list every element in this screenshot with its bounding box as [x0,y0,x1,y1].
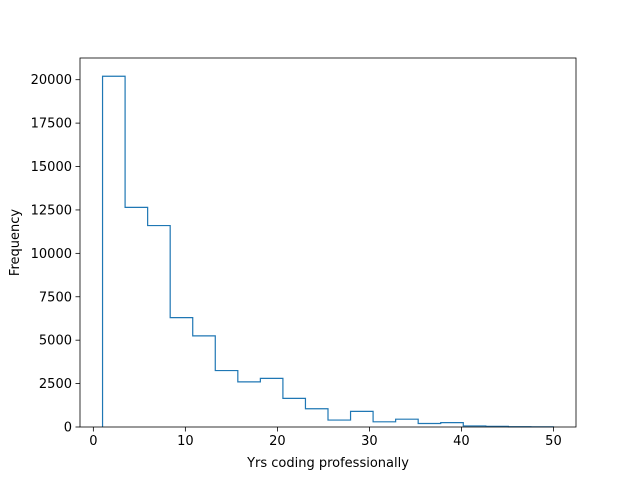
y-tick-label: 5000 [39,334,72,349]
y-tick-label: 0 [64,421,72,436]
x-tick-label: 10 [177,434,194,449]
x-tick-label: 30 [361,434,378,449]
y-axis-ticks: 0 2500 5000 7500 10000 12500 15000 17500 20000 [31,73,80,436]
y-tick-label: 12500 [31,203,72,218]
y-tick-label: 17500 [31,117,72,132]
histogram-step-outline [101,75,555,428]
y-tick-label: 15000 [31,160,72,175]
x-axis-ticks: 0 10 20 30 40 50 [89,427,562,449]
plot-frame [79,57,577,428]
x-tick-label: 20 [269,434,286,449]
x-tick-label: 50 [545,434,562,449]
x-axis-label: Yrs coding professionally [246,456,409,471]
y-tick-label: 2500 [39,377,72,392]
y-axis-label: Frequency [8,209,23,276]
plot-area [80,58,576,427]
x-tick-label: 0 [89,434,97,449]
y-tick-label: 7500 [39,290,72,305]
y-tick-label: 20000 [31,73,72,88]
y-tick-label: 10000 [31,247,72,262]
x-tick-label: 40 [453,434,470,449]
